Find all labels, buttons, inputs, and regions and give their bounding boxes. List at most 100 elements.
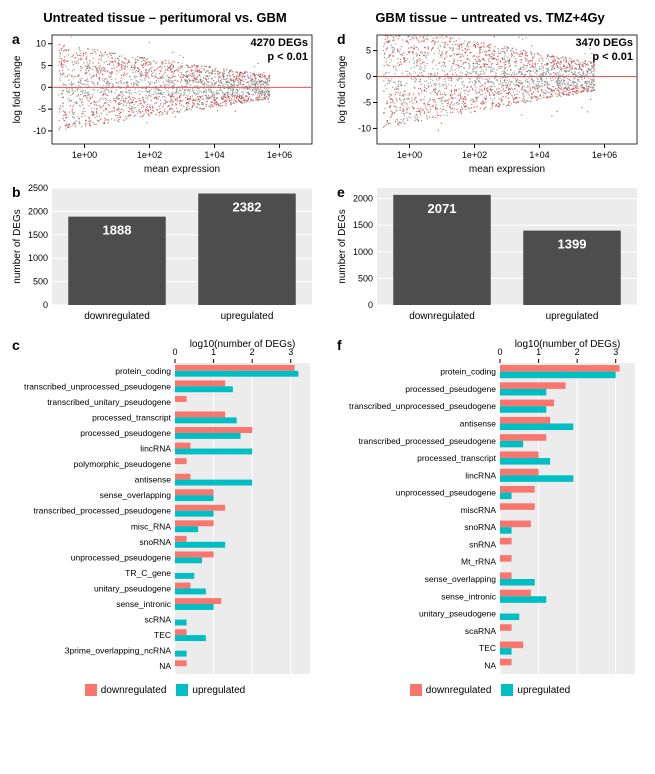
figure-container: Untreated tissue – peritumoral vs. GBM a… [10,10,645,723]
svg-text:lincRNA: lincRNA [140,444,171,454]
svg-text:upregulated: upregulated [221,311,274,322]
panel-b: b 050010001500200025001888downregulated2… [10,182,320,327]
svg-text:snRNA: snRNA [469,539,496,549]
panel-d: d -10-5051e+001e+021+041e+06mean express… [335,29,645,174]
svg-text:2500: 2500 [28,183,48,193]
svg-text:transcribed_unprocessed_pseudo: transcribed_unprocessed_pseudogene [349,401,496,411]
svg-text:transcribed_processed_pseudoge: transcribed_processed_pseudogene [33,506,171,516]
swatch-up-f [501,684,513,696]
svg-text:1500: 1500 [28,230,48,240]
svg-text:TEC: TEC [479,643,496,653]
svg-text:unprocessed_pseudogene: unprocessed_pseudogene [396,488,496,498]
svg-text:snoRNA: snoRNA [139,537,171,547]
svg-text:polymorphic_pseudogene: polymorphic_pseudogene [74,459,172,469]
panel-c-legend: downregulated upregulated [10,684,320,696]
panel-a: a -10-505101e+001e+021+041e+06mean expre… [10,29,320,174]
svg-text:2071: 2071 [428,201,457,216]
legend-down-label-c: downregulated [101,685,167,696]
svg-text:transcribed_unprocessed_pseudo: transcribed_unprocessed_pseudogene [24,381,171,391]
panel-b-svg: 050010001500200025001888downregulated238… [10,182,320,327]
svg-text:500: 500 [33,277,48,287]
svg-text:Mt_rRNA: Mt_rRNA [461,557,496,567]
legend-down-c: downregulated [85,684,167,696]
panel-f: f 0123log10(number of DEGs)protein_codin… [335,335,645,715]
svg-text:0: 0 [43,300,48,310]
svg-text:transcribed_unitary_pseudogene: transcribed_unitary_pseudogene [47,397,171,407]
panel-d-p: p < 0.01 [592,51,633,63]
svg-text:1399: 1399 [558,237,587,252]
svg-text:1e+00: 1e+00 [397,150,422,160]
left-column: Untreated tissue – peritumoral vs. GBM a… [10,10,320,723]
svg-text:unitary_pseudogene: unitary_pseudogene [94,583,171,593]
panel-d-label: d [337,31,346,47]
svg-text:sense_overlapping: sense_overlapping [425,574,497,584]
svg-text:transcribed_processed_pseudoge: transcribed_processed_pseudogene [358,436,496,446]
svg-text:log fold change: log fold change [337,55,348,123]
right-title: GBM tissue – untreated vs. TMZ+4Gy [335,10,645,25]
swatch-down-f [410,684,422,696]
svg-text:processed_pseudogene: processed_pseudogene [80,428,171,438]
svg-text:processed_transcript: processed_transcript [92,412,172,422]
svg-text:unitary_pseudogene: unitary_pseudogene [419,609,496,619]
svg-text:NA: NA [159,661,171,671]
panel-c: c 0123log10(number of DEGs)protein_codin… [10,335,320,715]
swatch-up-c [176,684,188,696]
panel-e-label: e [337,184,345,200]
svg-text:processed_pseudogene: processed_pseudogene [405,384,496,394]
legend-up-f: upregulated [501,684,570,696]
svg-text:snoRNA: snoRNA [464,522,496,532]
svg-text:log fold change: log fold change [12,55,23,123]
svg-text:antisense: antisense [135,475,172,485]
svg-text:number of DEGs: number of DEGs [337,209,348,283]
svg-text:mean expression: mean expression [469,164,545,174]
svg-text:0: 0 [172,347,177,357]
svg-text:-10: -10 [33,126,46,136]
panel-f-label: f [337,337,342,353]
panel-e-svg: 05001000150020002071downregulated1399upr… [335,182,645,327]
svg-text:TR_C_gene: TR_C_gene [125,568,171,578]
legend-up-c: upregulated [176,684,245,696]
panel-b-label: b [12,184,21,200]
left-title: Untreated tissue – peritumoral vs. GBM [10,10,320,25]
svg-text:miscRNA: miscRNA [461,505,497,515]
svg-text:5: 5 [41,61,46,71]
svg-text:2000: 2000 [28,206,48,216]
svg-text:scaRNA: scaRNA [465,626,497,636]
svg-text:antisense: antisense [460,418,497,428]
panel-d-degs: 3470 DEGs [576,37,633,49]
panel-a-p: p < 0.01 [267,51,308,63]
svg-text:1+04: 1+04 [204,150,224,160]
svg-text:unprocessed_pseudogene: unprocessed_pseudogene [71,552,171,562]
svg-text:1000: 1000 [353,247,373,257]
svg-text:1e+00: 1e+00 [72,150,97,160]
svg-text:NA: NA [484,660,496,670]
legend-up-label-f: upregulated [517,685,570,696]
svg-text:1888: 1888 [103,223,132,238]
svg-text:-5: -5 [363,97,371,107]
svg-text:1e+02: 1e+02 [462,150,487,160]
svg-text:scRNA: scRNA [145,615,172,625]
svg-text:mean expression: mean expression [144,164,220,174]
svg-text:1e+02: 1e+02 [137,150,162,160]
svg-text:sense_overlapping: sense_overlapping [100,490,172,500]
svg-text:0: 0 [366,72,371,82]
svg-text:-5: -5 [38,104,46,114]
svg-text:sense_intronic: sense_intronic [441,591,497,601]
svg-text:log10(number of DEGs): log10(number of DEGs) [515,339,621,350]
svg-text:10: 10 [36,39,46,49]
right-column: GBM tissue – untreated vs. TMZ+4Gy d -10… [335,10,645,723]
svg-text:2382: 2382 [233,200,262,215]
svg-text:5: 5 [366,46,371,56]
panel-e: e 05001000150020002071downregulated1399u… [335,182,645,327]
svg-text:number of DEGs: number of DEGs [12,209,23,283]
svg-text:sense_intronic: sense_intronic [116,599,172,609]
svg-text:downregulated: downregulated [409,311,475,322]
svg-text:TEC: TEC [154,630,171,640]
panel-a-degs: 4270 DEGs [251,37,308,49]
svg-text:log10(number of DEGs): log10(number of DEGs) [190,339,296,350]
panel-f-legend: downregulated upregulated [335,684,645,696]
svg-text:1+04: 1+04 [529,150,549,160]
svg-text:lincRNA: lincRNA [465,470,496,480]
svg-text:-10: -10 [358,123,371,133]
svg-text:0: 0 [368,300,373,310]
